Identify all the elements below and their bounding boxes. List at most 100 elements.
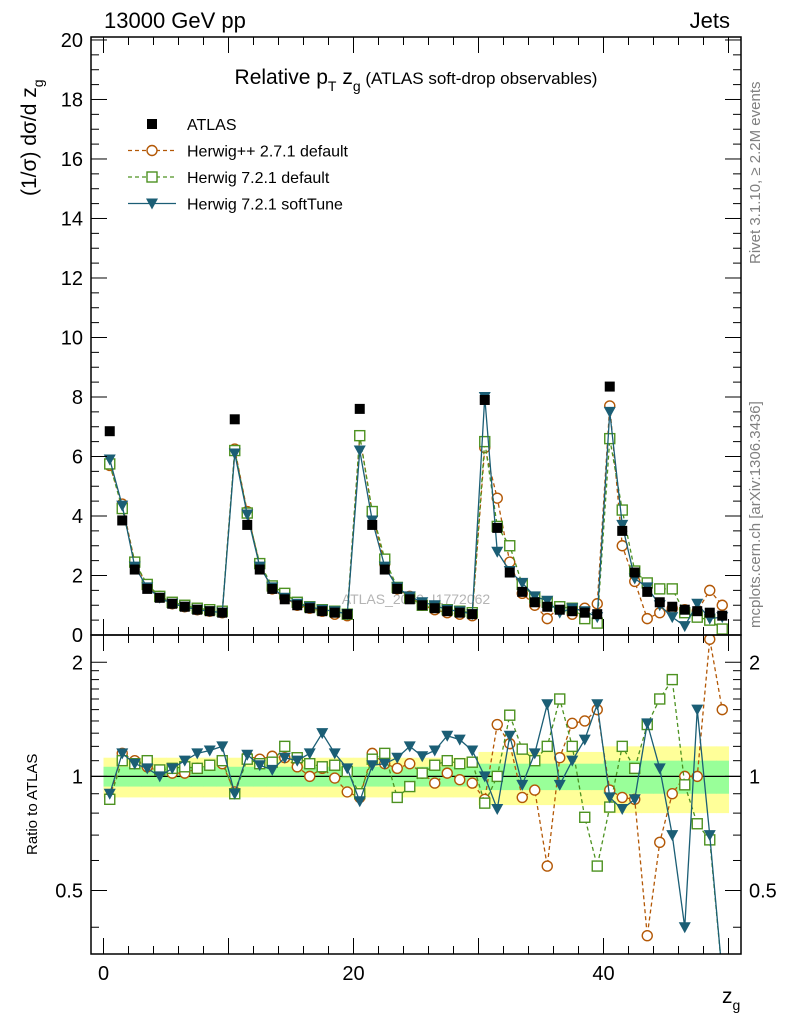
top-point (329, 607, 340, 618)
ratio-point (491, 770, 503, 783)
ratio-ytick-label: 0.5 (55, 881, 83, 903)
ratio-point (616, 740, 628, 753)
ratio-point (579, 715, 591, 727)
top-point (292, 600, 303, 611)
top-ytick-label: 12 (61, 268, 83, 290)
top-point (354, 429, 366, 442)
ratio-point (366, 760, 379, 772)
ratio-point (441, 767, 453, 779)
ratio-point (279, 740, 291, 753)
top-ytick-label: 20 (61, 30, 83, 52)
top-point (604, 432, 616, 445)
top-point (354, 403, 365, 414)
title-mid: z (336, 66, 352, 89)
ratio-point (178, 755, 191, 767)
ratio-point (278, 752, 291, 764)
ratio-band-inner (716, 760, 729, 794)
ratio-point (554, 752, 566, 764)
top-point (517, 586, 528, 597)
top-point (592, 609, 603, 620)
top-point (704, 607, 715, 618)
top-point (267, 583, 278, 594)
legend-marker (146, 144, 158, 157)
top-point (616, 504, 628, 516)
top-point (142, 583, 153, 594)
legend-label: ATLAS (187, 117, 237, 134)
ratio-point (691, 818, 703, 830)
ratio-point (504, 709, 516, 721)
title-tail: (ATLAS soft-drop observables) (361, 69, 598, 88)
ratio-point (291, 755, 304, 767)
top-point (678, 621, 691, 633)
ratio-point (566, 755, 579, 767)
ratio-point (616, 791, 628, 804)
top-ytick-label: 8 (72, 387, 83, 409)
top-point (392, 583, 403, 594)
ratio-point (666, 830, 679, 842)
top-point (666, 612, 679, 624)
ratio-point (216, 754, 228, 767)
top-point (479, 435, 491, 448)
top-point (528, 591, 541, 603)
ratio-point (391, 762, 403, 775)
ratio-point (478, 771, 491, 783)
top-ytick-label: 2 (72, 565, 83, 587)
ratio-point (353, 796, 366, 808)
ratio-point (528, 748, 541, 760)
ratio-point (653, 763, 666, 775)
ratio-point (454, 774, 466, 786)
top-point (241, 509, 254, 521)
top-point (491, 546, 504, 558)
ratio-series-group (103, 635, 728, 954)
header-left: 13000 GeV pp (104, 8, 246, 33)
top-series-group (103, 381, 729, 635)
ratio-ytick-label-right: 2 (749, 652, 760, 674)
ratio-band-inner (616, 760, 629, 794)
top-ytick-label: 18 (61, 89, 83, 111)
ratio-point (304, 758, 316, 770)
top-ytick-label: 16 (61, 149, 83, 171)
ratio-point (628, 794, 641, 806)
top-point (603, 406, 616, 418)
ratio-point (641, 718, 654, 730)
ratio-point (654, 836, 666, 849)
ratio-point (454, 758, 466, 770)
ratio-point (191, 762, 203, 775)
ratio-point (641, 929, 653, 942)
top-ytick-label: 6 (72, 446, 83, 468)
top-point (279, 594, 290, 605)
ratio-point (191, 748, 204, 760)
ratio-point (678, 922, 691, 934)
top-point (479, 394, 490, 405)
top-point (516, 577, 529, 589)
ratio-point (479, 797, 491, 809)
ratio-point (566, 717, 578, 730)
ratio-point (466, 777, 478, 789)
ratio-band-inner (641, 760, 654, 794)
ratio-panel-frame (90, 634, 742, 955)
ratio-series-2 (103, 699, 722, 954)
legend-item: Herwig 7.2.1 default (128, 170, 330, 187)
ratio-ytick-label-right: 1 (749, 766, 760, 788)
ratio-point (666, 673, 678, 686)
top-point (716, 599, 728, 611)
ratio-point (416, 751, 429, 763)
ratio-point (316, 761, 328, 773)
ratio-point (491, 718, 503, 731)
top-point (204, 606, 215, 617)
ratio-ytick-label-right: 0.5 (749, 881, 777, 903)
top-point (117, 515, 128, 526)
ratio-ylabel: Ratio to ATLAS (24, 754, 41, 855)
top-point (154, 592, 165, 603)
top-point (491, 492, 503, 504)
top-point (492, 522, 503, 533)
legend-label: Herwig 7.2.1 softTune (187, 197, 343, 214)
ratio-point (591, 699, 604, 711)
ratio-point (128, 758, 141, 770)
ratio-series-1 (104, 673, 721, 954)
x-tick-label: 0 (98, 963, 109, 985)
ratio-point (441, 730, 454, 742)
ratio-point (554, 693, 566, 705)
main-plot-title: Relative pT zg (ATLAS soft-drop observab… (235, 66, 598, 94)
